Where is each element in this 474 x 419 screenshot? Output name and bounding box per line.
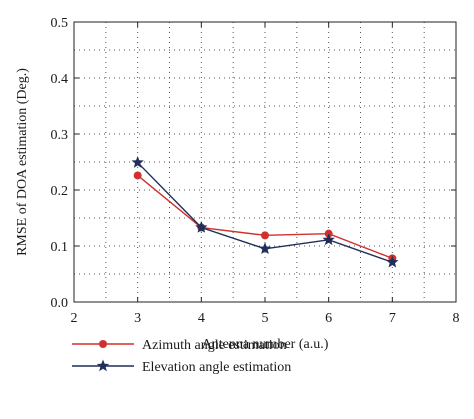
data-point — [195, 221, 208, 233]
data-point — [322, 233, 335, 246]
y-tick-label: 0.4 — [51, 72, 69, 87]
data-point — [261, 231, 269, 240]
legend-marker — [99, 340, 107, 348]
x-tick-label: 2 — [71, 311, 78, 326]
legend-label: Elevation angle estimation — [142, 360, 291, 375]
x-tick-label: 3 — [134, 311, 141, 326]
x-tick-label: 5 — [262, 311, 269, 326]
data-point — [131, 156, 144, 168]
y-tick-label: 0.3 — [51, 128, 69, 143]
grid — [74, 22, 456, 302]
legend: Azimuth angle estimation Elevation angle … — [72, 338, 291, 375]
data-point — [133, 171, 142, 180]
y-axis-label: RMSE of DOA estimation (Deg.) — [15, 68, 30, 256]
legend-label: Azimuth angle estimation — [142, 338, 287, 353]
x-axis-label: Antenna number (a.u.) — [202, 337, 329, 352]
y-tick-label: 0.0 — [51, 296, 69, 311]
x-tick-label: 4 — [198, 311, 205, 326]
x-tick-label: 6 — [325, 311, 332, 326]
legend-marker — [96, 359, 110, 372]
axis-ticks: 2 3 4 5 6 7 8 0.0 0.1 0.2 0.3 0.4 0.5 — [51, 16, 460, 326]
y-tick-label: 0.2 — [51, 184, 69, 199]
y-tick-label: 0.1 — [51, 240, 69, 255]
series-elevation — [131, 156, 399, 268]
y-tick-label: 0.5 — [51, 16, 69, 31]
series-layer — [131, 156, 399, 268]
legend-item: Azimuth angle estimation — [72, 338, 287, 353]
data-point — [386, 255, 399, 268]
x-tick-label: 8 — [453, 311, 460, 326]
data-point — [258, 242, 272, 255]
legend-item: Elevation angle estimation — [72, 359, 291, 375]
x-tick-label: 7 — [389, 311, 396, 326]
